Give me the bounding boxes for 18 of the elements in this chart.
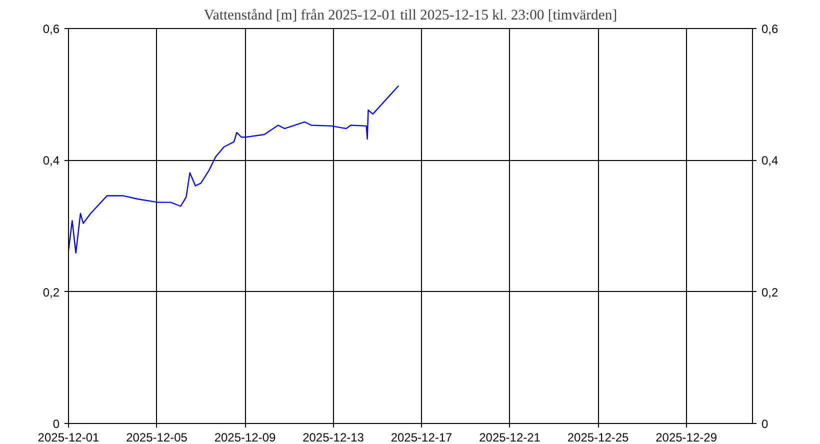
y2-tick-label: 0 xyxy=(762,417,768,431)
x-tick-label: 2025-12-01 xyxy=(38,430,100,444)
y-tick-label: 0,6 xyxy=(42,22,60,36)
y2-tick-label: 0,2 xyxy=(762,285,779,300)
y-tick-label: 0,2 xyxy=(42,285,60,300)
x-tick-label: 2025-12-25 xyxy=(567,430,630,444)
x-tick-label: 2025-12-13 xyxy=(302,430,364,444)
y2-tick-label: 0,4 xyxy=(762,154,779,168)
x-tick-label: 2025-12-09 xyxy=(214,430,276,444)
y-tick-label: 0 xyxy=(52,417,60,431)
chart-title: Vattenstånd [m] från 2025-12-01 till 2025-12-15 kl. 23:00 [timvärden] xyxy=(204,8,618,24)
y2-tick-label: 0,6 xyxy=(762,22,779,36)
x-tick-label: 2025-12-21 xyxy=(479,430,541,444)
y-tick-label: 0,4 xyxy=(42,154,60,168)
x-tick-label: 2025-12-17 xyxy=(390,430,453,444)
x-tick-label: 2025-12-29 xyxy=(656,430,718,444)
x-tick-label: 2025-12-05 xyxy=(126,430,188,444)
line-series xyxy=(68,85,400,254)
